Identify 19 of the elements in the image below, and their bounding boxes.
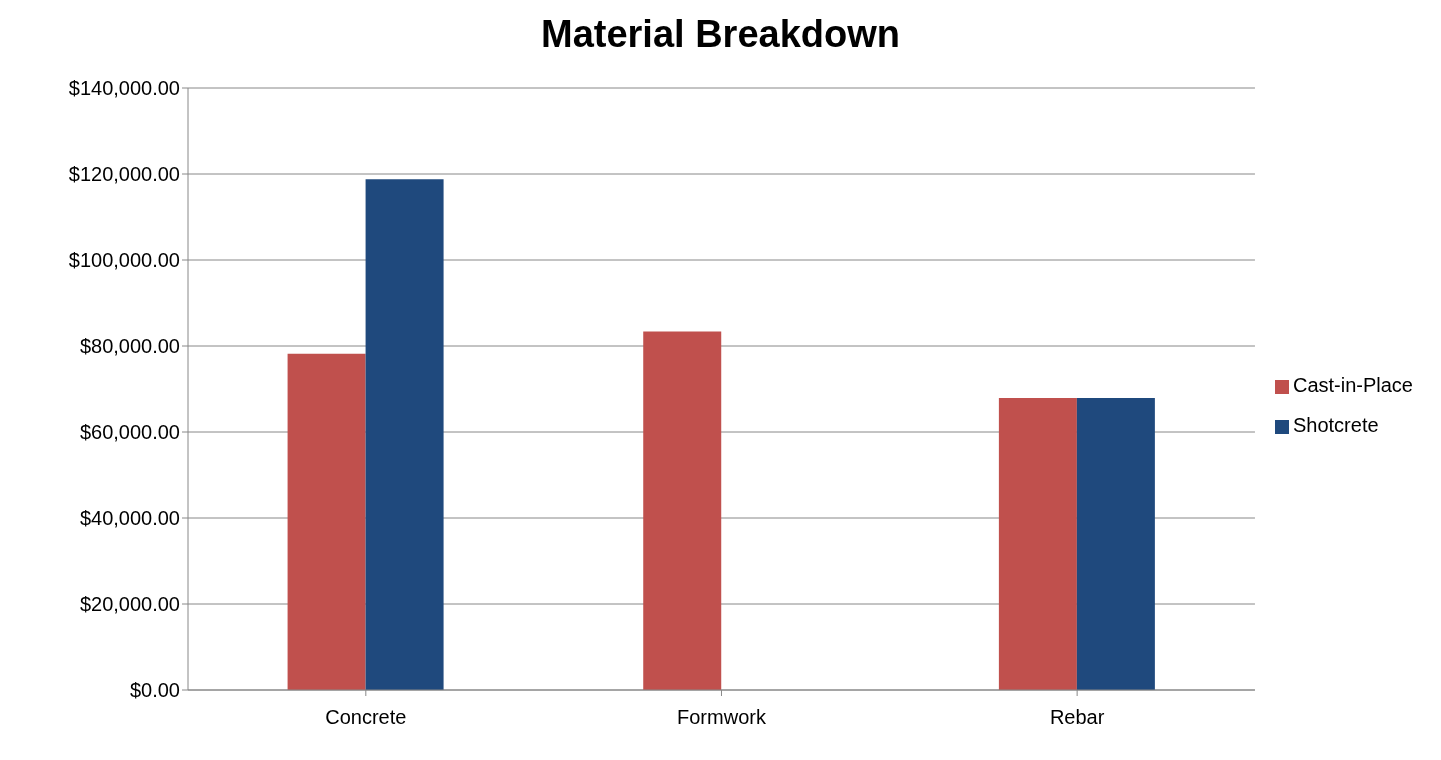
x-tick-label: Rebar xyxy=(1049,706,1105,729)
bar xyxy=(287,353,366,690)
x-tick-label: Concrete xyxy=(325,706,407,729)
x-tick-label: Formwork xyxy=(677,706,767,729)
bar xyxy=(1076,398,1155,690)
y-tick-label: $120,000.00 xyxy=(68,163,180,186)
legend-label: Cast-in-Place xyxy=(1292,374,1413,396)
chart-title: Material Breakdown xyxy=(540,12,901,57)
bar xyxy=(365,179,444,690)
y-tick-label: $60,000.00 xyxy=(79,421,180,444)
y-tick-label: $40,000.00 xyxy=(79,507,180,530)
y-tick-label: $80,000.00 xyxy=(79,335,180,358)
bar xyxy=(998,398,1077,690)
y-tick-label: $20,000.00 xyxy=(79,593,180,616)
y-tick-label: $100,000.00 xyxy=(68,249,180,272)
bar xyxy=(643,331,722,690)
y-tick-label: $140,000.00 xyxy=(68,77,180,100)
y-tick-label: $0.00 xyxy=(129,679,180,702)
legend-label: Shotcrete xyxy=(1292,414,1379,436)
